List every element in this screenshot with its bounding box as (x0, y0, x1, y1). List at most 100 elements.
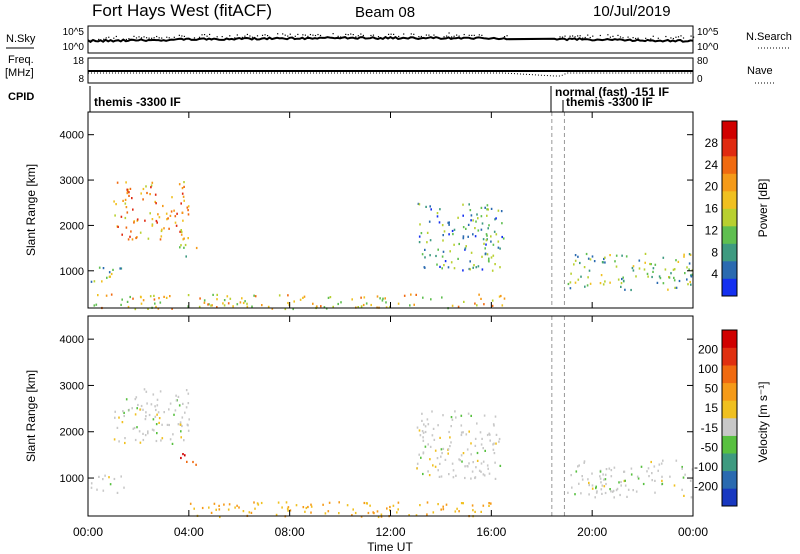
noise-point (561, 36, 564, 38)
colorbar-segment (722, 365, 737, 384)
range-cell (601, 492, 603, 495)
range-cell (574, 281, 577, 284)
power-colorbar-label: Power [dB] (756, 179, 770, 238)
range-cell (486, 234, 488, 237)
range-cell (604, 256, 606, 259)
range-cell (454, 410, 456, 413)
range-cell (477, 265, 480, 268)
range-cell (474, 476, 477, 479)
range-cell (489, 502, 492, 505)
range-cell (166, 218, 168, 221)
range-cell (448, 223, 450, 226)
range-cell (437, 503, 439, 506)
range-cell (591, 255, 594, 258)
range-cell (167, 217, 169, 220)
noise-point (317, 33, 319, 36)
range-cell (469, 209, 472, 212)
range-cell (465, 433, 468, 436)
station-title: Fort Hays West (fitACF) (92, 1, 272, 20)
noise-panel: N.Sky 10^5 10^0 10^5 10^0 N.Search (6, 25, 792, 54)
range-cell (658, 275, 661, 278)
range-cell (305, 506, 308, 510)
range-cell (168, 227, 170, 230)
freq-tick-top: 18 (73, 56, 85, 67)
range-cell (338, 501, 340, 504)
range-cell (447, 221, 449, 224)
range-cell (493, 442, 495, 445)
range-cell (652, 270, 654, 273)
range-cell (615, 265, 618, 268)
range-cell (602, 283, 605, 286)
range-cell (453, 228, 456, 231)
range-cell (573, 263, 575, 266)
range-cell (136, 426, 138, 429)
range-cell (450, 425, 452, 428)
range-cell (154, 200, 156, 203)
range-cell (427, 470, 429, 473)
range-cell (485, 239, 488, 242)
range-cell (135, 236, 137, 240)
range-cell (495, 433, 498, 436)
range-cell (422, 431, 425, 434)
range-cell (139, 231, 142, 234)
range-cell (142, 299, 145, 302)
range-cell (431, 434, 434, 437)
range-cell (442, 505, 444, 508)
range-cell (211, 304, 213, 307)
range-cell (324, 512, 327, 515)
range-cell (207, 303, 209, 306)
range-cell (501, 235, 503, 239)
range-cell (675, 259, 677, 262)
range-cell (602, 261, 604, 264)
noise-point (652, 35, 654, 37)
noise-point (103, 38, 105, 40)
range-cell (499, 266, 501, 269)
noise-point (619, 36, 622, 38)
range-cell (222, 302, 224, 305)
range-cell (153, 294, 155, 297)
range-cell (488, 224, 490, 227)
range-cell (600, 274, 603, 277)
range-cell (116, 491, 119, 494)
noise-point (261, 34, 264, 36)
range-cell (138, 430, 141, 433)
range-cell (176, 212, 178, 215)
range-cell (379, 297, 381, 300)
range-cell (600, 481, 602, 484)
noise-point (312, 34, 314, 36)
range-cell (365, 302, 368, 305)
range-cell (580, 492, 582, 495)
range-cell (617, 278, 620, 281)
y-tick-label: 2000 (60, 220, 84, 232)
range-cell (267, 305, 270, 308)
range-cell (182, 238, 184, 241)
range-cell (144, 434, 147, 437)
range-cell (397, 508, 399, 511)
range-cell (114, 214, 116, 217)
range-cell (161, 437, 164, 440)
noise-point (622, 37, 624, 39)
range-cell (216, 298, 218, 301)
range-cell (185, 389, 188, 392)
colorbar-segment (722, 208, 737, 227)
range-cell (593, 260, 596, 263)
range-cell (201, 506, 204, 510)
range-cell (126, 211, 129, 214)
range-cell (480, 215, 483, 218)
range-cell (380, 515, 383, 518)
noise-point (503, 36, 506, 38)
range-cell (658, 463, 661, 466)
range-cell (476, 451, 479, 455)
range-cell (134, 398, 137, 401)
range-cell (151, 223, 154, 226)
range-cell (468, 430, 470, 433)
range-cell (120, 267, 123, 270)
range-cell (422, 439, 425, 442)
range-cell (227, 508, 230, 511)
range-cell (466, 448, 469, 451)
colorbar-segment (722, 400, 737, 419)
noise-point (161, 37, 163, 39)
range-cell (381, 299, 384, 302)
noise-point (682, 37, 685, 39)
range-cell (686, 278, 688, 281)
